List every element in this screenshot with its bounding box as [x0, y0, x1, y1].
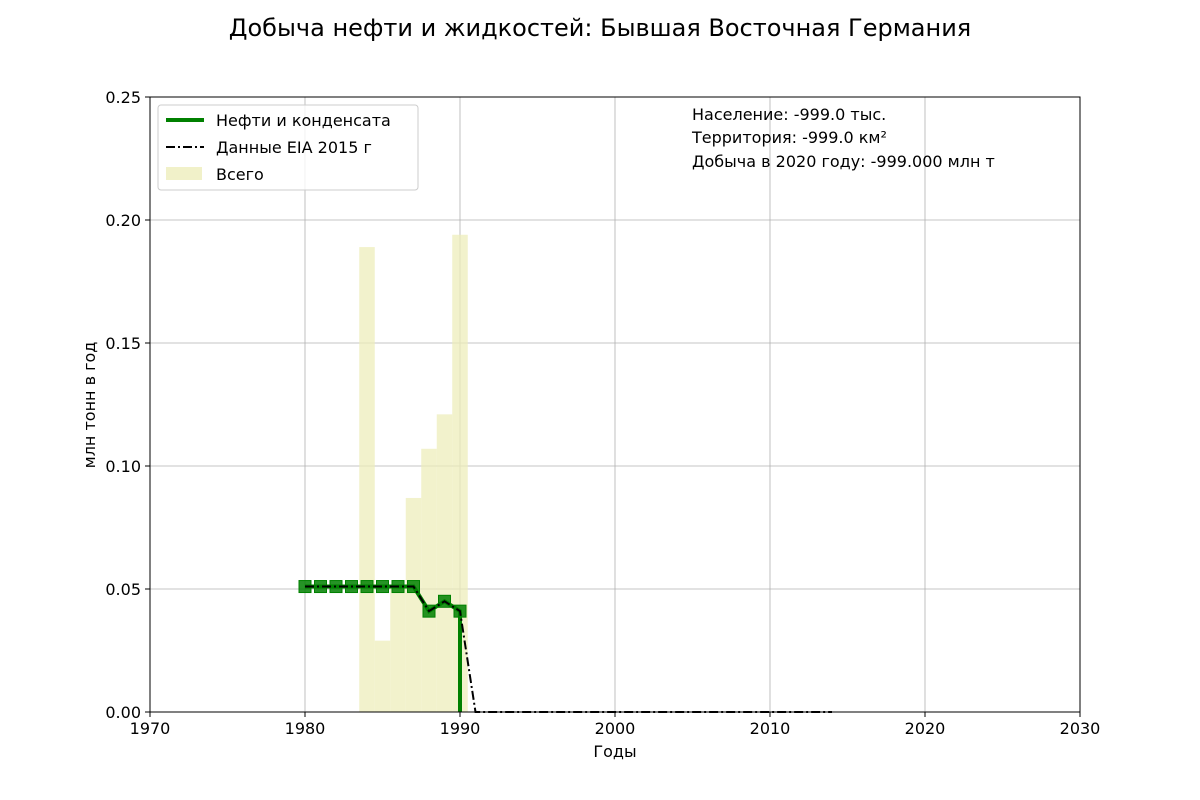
x-tick-label: 2020 [905, 719, 946, 738]
x-tick-label: 1990 [440, 719, 481, 738]
legend-label-eia: Данные EIA 2015 г [216, 138, 372, 157]
bar-total [421, 448, 437, 712]
y-axis-label: млн тонн в год [80, 342, 99, 469]
x-tick-label: 2030 [1060, 719, 1101, 738]
x-axis-label: Годы [593, 742, 636, 761]
x-tick-label: 2010 [750, 719, 791, 738]
x-tick-label: 2000 [595, 719, 636, 738]
y-tick-label: 0.10 [105, 457, 141, 476]
bar-total [436, 414, 453, 712]
x-tick-label: 1970 [130, 719, 171, 738]
y-tick-label: 0.00 [105, 703, 141, 722]
y-tick-label: 0.15 [105, 334, 141, 353]
legend-box [157, 104, 419, 191]
bar-total [374, 640, 391, 712]
bar-total [359, 247, 375, 712]
bars-total [359, 234, 468, 712]
legend: Нефти и конденсата Данные EIA 2015 г Все… [157, 104, 419, 191]
y-axis-ticks: 0.00 0.05 0.10 0.15 0.20 0.25 [105, 88, 150, 722]
y-tick-label: 0.05 [105, 580, 141, 599]
bar-total [405, 497, 422, 712]
y-tick-label: 0.25 [105, 88, 141, 107]
legend-label-total: Всего [216, 165, 264, 184]
chart-title: Добыча нефти и жидкостей: Бывшая Восточн… [229, 14, 971, 42]
bar-total [390, 586, 406, 712]
x-tick-label: 1980 [285, 719, 326, 738]
info-territory: Территория: -999.0 км² [691, 128, 887, 147]
x-axis-ticks: 1970 1980 1990 2000 2010 2020 2030 [130, 712, 1101, 738]
bar-total [452, 234, 468, 712]
y-tick-label: 0.20 [105, 211, 141, 230]
info-population: Население: -999.0 тыс. [692, 105, 886, 124]
info-production-2020: Добыча в 2020 году: -999.000 млн т [692, 152, 995, 171]
legend-label-oil: Нефти и конденсата [216, 111, 391, 130]
legend-swatch-total [166, 167, 202, 180]
